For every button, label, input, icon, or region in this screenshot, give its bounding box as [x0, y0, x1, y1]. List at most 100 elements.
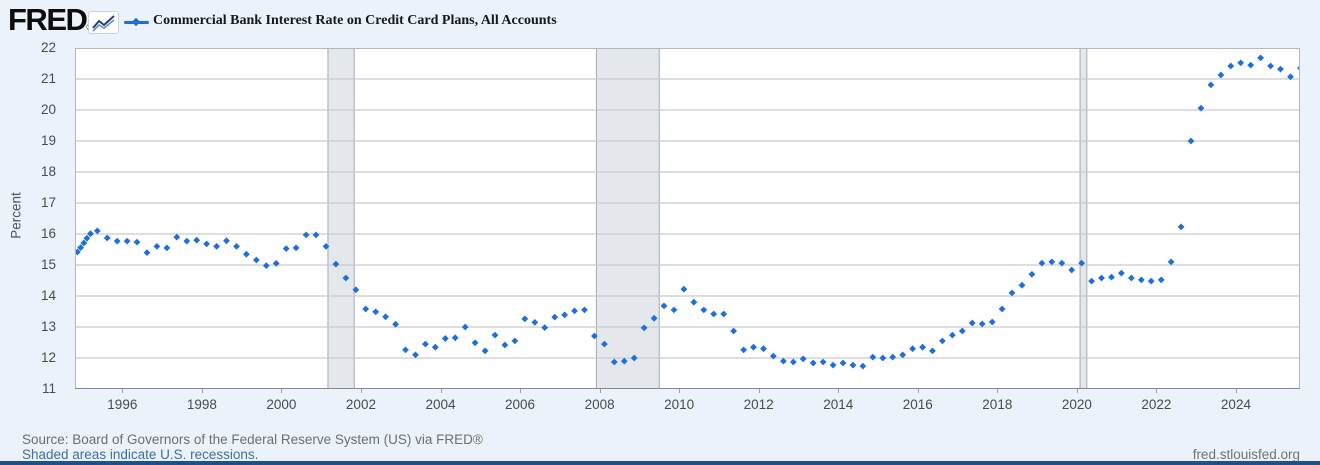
data-point — [243, 250, 250, 258]
data-point — [680, 285, 688, 293]
data-point — [203, 240, 210, 248]
data-point — [1018, 281, 1026, 289]
data-point — [282, 245, 290, 252]
recession-note-link[interactable]: Shaded areas indicate U.S. recessions. — [22, 447, 259, 462]
y-tick-label: 19 — [40, 133, 56, 148]
data-point — [839, 359, 847, 367]
data-point — [620, 357, 628, 365]
data-point — [770, 352, 777, 360]
data-point — [352, 286, 360, 294]
data-point — [551, 313, 559, 321]
data-point — [1147, 277, 1155, 285]
plot-area[interactable] — [75, 48, 1300, 389]
data-point — [789, 358, 797, 366]
series-legend-diamond-icon — [131, 17, 141, 26]
data-point — [1277, 65, 1284, 73]
data-point — [402, 346, 409, 354]
data-point — [700, 306, 708, 314]
data-point — [1257, 54, 1264, 62]
data-point — [1118, 269, 1125, 277]
data-point — [531, 319, 539, 326]
y-tick-label: 13 — [40, 319, 56, 334]
data-point — [461, 323, 469, 331]
data-point — [441, 335, 449, 342]
data-point — [799, 355, 807, 363]
data-point — [630, 354, 638, 362]
y-tick-label: 14 — [40, 288, 56, 303]
data-point — [272, 260, 280, 267]
data-point — [949, 331, 956, 339]
data-point — [879, 354, 887, 362]
data-point — [1048, 258, 1056, 266]
data-point — [1217, 71, 1225, 79]
x-tick-label: 2000 — [266, 397, 297, 412]
x-tick-mark — [520, 389, 522, 393]
data-point — [909, 345, 916, 353]
x-tick-mark — [758, 389, 760, 393]
data-point — [133, 238, 141, 246]
data-point — [153, 243, 161, 250]
data-point — [501, 341, 509, 349]
data-point — [1207, 81, 1215, 89]
data-point — [730, 327, 737, 335]
data-point — [939, 337, 946, 345]
data-point — [143, 249, 151, 256]
data-point — [958, 327, 966, 335]
x-tick-label: 2006 — [505, 397, 536, 412]
data-point — [1058, 259, 1066, 267]
x-tick-mark — [838, 389, 840, 393]
recession-band — [596, 48, 660, 389]
x-tick-mark — [1235, 389, 1237, 393]
plot-background — [75, 48, 1300, 389]
data-point — [740, 346, 747, 354]
data-point — [869, 353, 877, 361]
recession-band — [327, 48, 355, 389]
data-point — [819, 358, 827, 366]
data-point — [899, 351, 907, 359]
x-tick-label: 2010 — [664, 397, 695, 412]
series-legend-marker — [124, 17, 149, 26]
data-point — [968, 319, 976, 327]
data-point — [1287, 73, 1294, 81]
data-point — [262, 262, 270, 269]
data-point — [75, 248, 81, 256]
data-point — [382, 313, 389, 321]
data-point — [809, 359, 817, 367]
data-point — [87, 230, 94, 238]
fred-logo[interactable]: FRED® — [8, 4, 92, 42]
data-point — [163, 244, 171, 252]
data-point — [521, 315, 529, 323]
x-tick-mark — [917, 389, 919, 393]
line-chart-icon — [88, 11, 119, 34]
data-point — [1108, 273, 1115, 281]
data-point — [591, 332, 598, 340]
data-point — [292, 244, 300, 252]
data-point — [690, 298, 698, 306]
data-point — [660, 302, 668, 310]
y-tick-label: 20 — [40, 102, 56, 117]
data-point — [1197, 104, 1205, 112]
y-tick-label: 21 — [40, 71, 56, 86]
fred-site-link[interactable]: fred.stlouisfed.org — [1192, 447, 1300, 462]
data-point — [113, 237, 121, 245]
data-point — [491, 331, 499, 339]
data-point — [720, 310, 728, 318]
data-point — [1237, 59, 1245, 67]
data-point — [372, 308, 380, 316]
data-point — [998, 305, 1006, 313]
data-point — [780, 357, 787, 365]
x-tick-label: 2002 — [345, 397, 376, 412]
chart-title[interactable]: Commercial Bank Interest Rate on Credit … — [153, 13, 557, 28]
y-tick-label: 15 — [40, 257, 56, 272]
data-point — [561, 311, 568, 319]
chart-header: FRED® Commercial Bank Interest Rate on C… — [0, 0, 1320, 40]
data-point — [929, 347, 936, 355]
data-point — [1008, 289, 1016, 297]
x-tick-label: 2016 — [902, 397, 933, 412]
data-point — [471, 339, 479, 347]
data-point — [919, 343, 926, 351]
y-tick-label: 11 — [41, 381, 56, 396]
data-point — [640, 324, 648, 332]
x-tick-mark — [440, 389, 442, 393]
